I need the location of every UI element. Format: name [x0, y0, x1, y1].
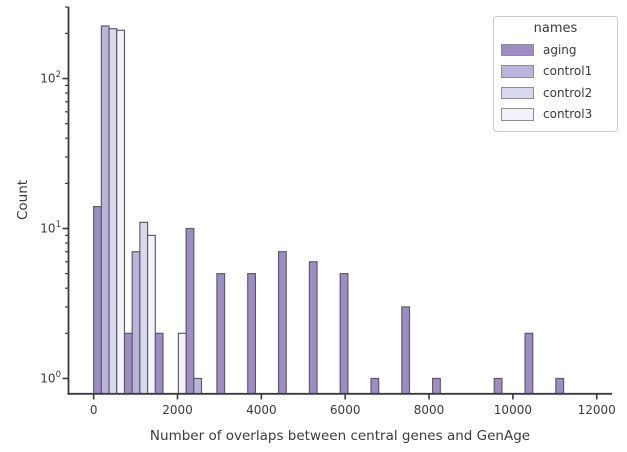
- bar-control1-2205: [193, 377, 203, 395]
- bar-aging-4410: [277, 251, 287, 395]
- x-tick-label-10000: 10000: [494, 403, 532, 417]
- bar-aging-2940: [216, 273, 226, 395]
- legend-swatch-control3: [501, 108, 534, 121]
- legend-label-control1: control1: [543, 64, 593, 79]
- bar-aging-1470: [154, 332, 164, 395]
- axes-group: 0 2000 4000 6000 8000 10000 12000 100 101 102: [40, 6, 616, 417]
- x-tick-label-6000: 6000: [330, 403, 361, 417]
- bar-control1-0: [100, 25, 110, 395]
- x-tick-label-2000: 2000: [162, 403, 193, 417]
- x-tick-label-8000: 8000: [414, 403, 445, 417]
- legend-title: names: [533, 21, 578, 36]
- x-tick-label-12000: 12000: [578, 403, 616, 417]
- legend-swatch-control2: [501, 86, 534, 99]
- legend-label-control2: control2: [543, 85, 593, 100]
- bar-aging-11025: [555, 377, 565, 395]
- bar-control3-1470: [177, 332, 187, 395]
- bar-aging-7350: [401, 306, 411, 395]
- bar-control1-735: [131, 251, 141, 395]
- y-axis-label: Count: [15, 180, 31, 220]
- x-axis-label: Number of overlaps between central genes…: [150, 428, 530, 444]
- bar-aging-6615: [370, 377, 380, 395]
- bar-control2-0: [108, 28, 118, 395]
- legend-swatch-control1: [501, 65, 534, 78]
- legend-item-control1: control1: [494, 61, 617, 83]
- legend-label-aging: aging: [543, 42, 577, 57]
- bar-aging-3675: [247, 273, 257, 395]
- legend-item-aging: aging: [494, 39, 617, 61]
- bar-aging-735: [123, 332, 133, 395]
- legend-swatch-aging: [501, 43, 534, 56]
- x-tick-label-0: 0: [90, 403, 98, 417]
- y-tick-label-1: 100: [40, 370, 61, 386]
- bar-control3-0: [116, 29, 126, 395]
- legend-item-control3: control3: [494, 104, 617, 126]
- y-tick-label-10: 101: [40, 220, 61, 236]
- legend-rows: aging control1 control2 control3: [494, 37, 617, 125]
- bars-group: [93, 25, 565, 395]
- bar-aging-9555: [493, 377, 503, 395]
- bar-control3-735: [147, 234, 156, 395]
- legend-label-control3: control3: [543, 107, 593, 122]
- bar-aging-5880: [339, 273, 349, 395]
- bar-aging-0: [93, 206, 102, 395]
- bar-control2-735: [139, 221, 149, 395]
- y-tick-label-100: 102: [40, 70, 61, 86]
- bar-aging-8085: [432, 377, 441, 395]
- legend-item-control2: control2: [494, 82, 617, 104]
- bar-aging-10290: [524, 332, 534, 395]
- x-tick-label-4000: 4000: [246, 403, 277, 417]
- bar-aging-5145: [308, 261, 318, 395]
- legend: names aging control1 control2 control3: [493, 16, 618, 132]
- bar-aging-2205: [185, 227, 195, 395]
